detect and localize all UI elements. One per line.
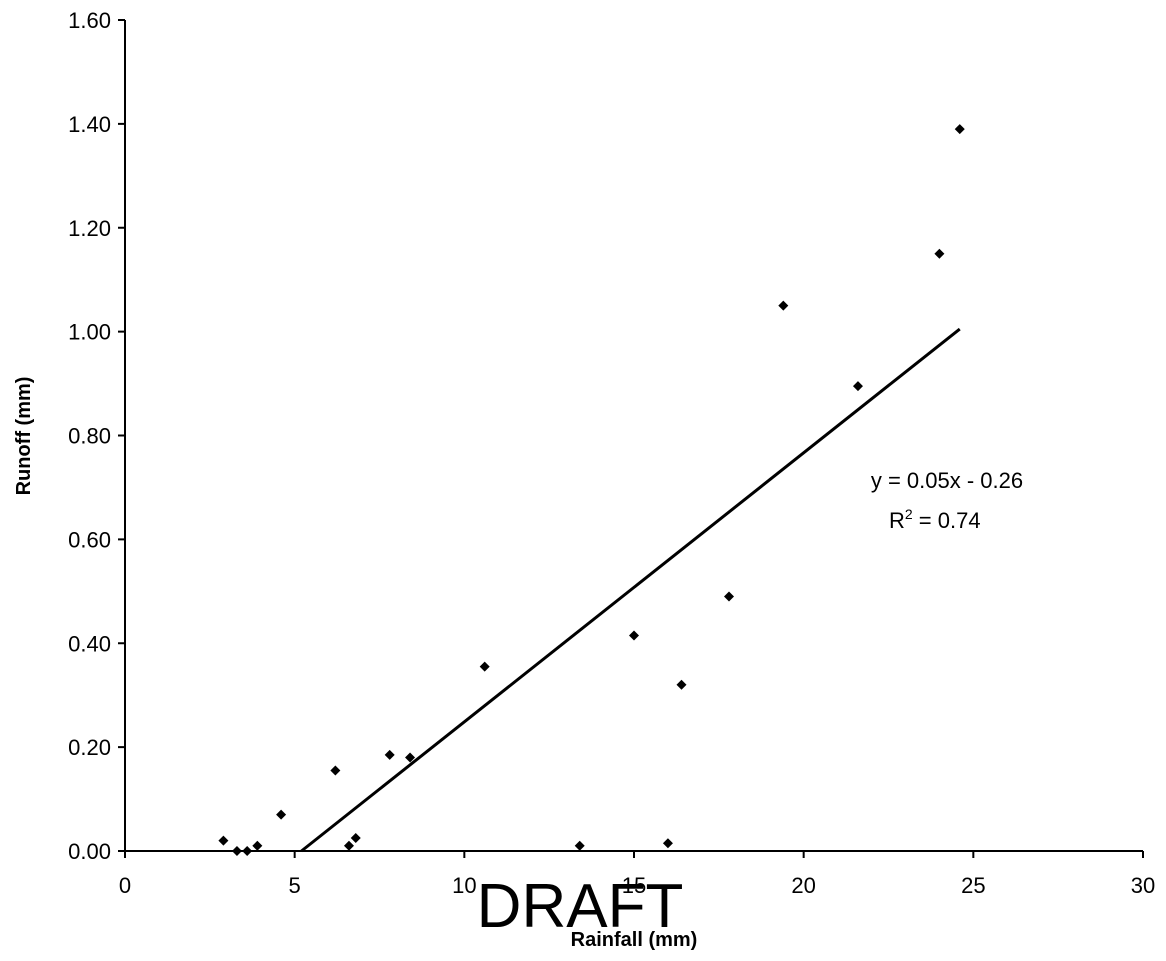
y-tick-label: 1.60 <box>68 8 111 33</box>
x-axis-title: Rainfall (mm) <box>571 929 698 951</box>
data-point <box>852 381 863 392</box>
trendline <box>300 327 961 853</box>
data-points <box>218 124 965 856</box>
axes <box>124 20 1143 852</box>
data-point <box>479 661 490 672</box>
data-point <box>276 809 287 820</box>
data-point <box>954 124 965 135</box>
y-axis-title: Runoff (mm) <box>13 377 35 496</box>
data-point <box>330 765 341 776</box>
draft-watermark: DRAFT <box>477 872 684 941</box>
trendline-group <box>300 327 961 853</box>
x-tick-label: 15 <box>622 873 646 898</box>
data-point <box>218 835 229 846</box>
r-squared-label: R2 = 0.74 <box>889 506 981 533</box>
x-tick-label: 10 <box>452 873 476 898</box>
data-point <box>574 840 585 851</box>
y-tick-label: 1.20 <box>68 216 111 241</box>
y-tick-label: 0.60 <box>68 527 111 552</box>
y-ticks: 0.00 0.20 0.40 0.60 0.80 1.00 1.20 1.40 1.60 <box>68 8 125 864</box>
data-point <box>934 248 945 259</box>
x-ticks: 0 5 10 15 20 25 30 <box>119 851 1155 898</box>
x-tick-label: 25 <box>961 873 985 898</box>
y-tick-label: 0.80 <box>68 424 111 449</box>
data-point <box>405 752 416 763</box>
y-tick-label: 1.00 <box>68 320 111 345</box>
r-squared-superscript: 2 <box>905 506 913 522</box>
data-point <box>662 838 673 849</box>
data-point <box>350 833 361 844</box>
data-point <box>242 846 253 856</box>
data-point <box>343 840 354 851</box>
x-tick-label: 30 <box>1131 873 1155 898</box>
data-point <box>252 840 263 851</box>
data-point <box>231 846 242 856</box>
data-point <box>778 300 789 311</box>
r-squared-value: = 0.74 <box>913 508 981 533</box>
x-tick-label: 5 <box>289 873 301 898</box>
y-tick-label: 1.40 <box>68 112 111 137</box>
data-point <box>676 679 687 690</box>
y-tick-label: 0.00 <box>68 839 111 864</box>
x-tick-label: 20 <box>791 873 815 898</box>
x-tick-label: 0 <box>119 873 131 898</box>
data-point <box>384 749 395 760</box>
data-point <box>724 591 735 602</box>
r-squared-prefix: R <box>889 508 905 533</box>
trendline-equation: y = 0.05x - 0.26 <box>871 468 1023 493</box>
y-tick-label: 0.20 <box>68 735 111 760</box>
data-point <box>629 630 639 641</box>
y-tick-label: 0.40 <box>68 631 111 656</box>
